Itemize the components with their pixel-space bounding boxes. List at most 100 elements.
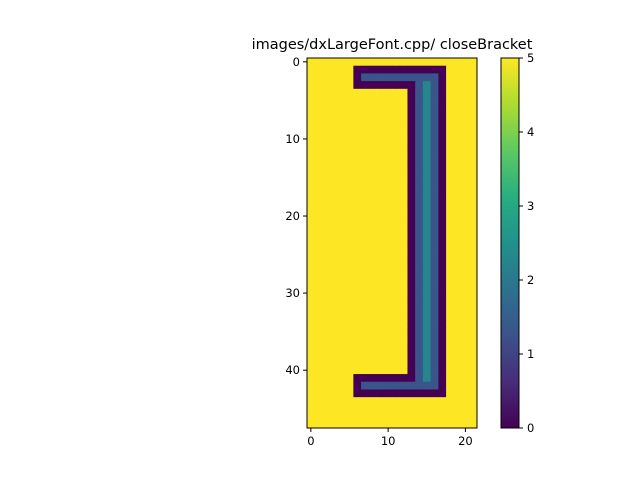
- heatmap-cell: [422, 258, 432, 267]
- heatmap-cell: [407, 335, 416, 344]
- heatmap-cell: [392, 335, 401, 344]
- heatmap-cell: [415, 150, 424, 159]
- heatmap-cell: [384, 266, 393, 275]
- heatmap-cell: [469, 158, 478, 167]
- heatmap-cell: [461, 73, 470, 82]
- heatmap-cell: [376, 135, 385, 144]
- heatmap-cell: [399, 243, 408, 252]
- heatmap-cell: [353, 104, 362, 113]
- heatmap-cell: [361, 350, 370, 360]
- heatmap-cell: [446, 88, 455, 97]
- heatmap-cell: [399, 258, 408, 267]
- heatmap-cell: [376, 266, 385, 275]
- heatmap-cell: [368, 243, 377, 252]
- heatmap-cell: [461, 266, 470, 275]
- heatmap-cell: [368, 312, 377, 321]
- heatmap-cell: [392, 320, 401, 329]
- heatmap-cell: [307, 296, 316, 306]
- heatmap-cell: [368, 142, 377, 151]
- heatmap-cell: [430, 96, 439, 105]
- heatmap-cell: [461, 189, 470, 198]
- heatmap-cell: [330, 258, 339, 267]
- heatmap-cell: [407, 374, 416, 383]
- heatmap-cell: [399, 235, 408, 244]
- heatmap-cell: [353, 350, 362, 360]
- heatmap-cell: [438, 243, 447, 252]
- heatmap-cell: [307, 258, 316, 267]
- heatmap-cell: [415, 389, 424, 398]
- heatmap-cell: [337, 204, 347, 213]
- heatmap-cell: [337, 304, 347, 313]
- heatmap-cell: [407, 343, 416, 352]
- heatmap-cell: [376, 227, 385, 236]
- heatmap-cell: [353, 181, 362, 190]
- heatmap-cell: [368, 389, 377, 398]
- heatmap-cell: [453, 227, 462, 236]
- heatmap-cell: [376, 335, 385, 344]
- y-axis: 0 10 20 30 40: [285, 55, 307, 377]
- heatmap-cell: [453, 420, 462, 429]
- heatmap-cell: [430, 273, 439, 282]
- heatmap-cells: [307, 58, 478, 429]
- heatmap-cell: [376, 312, 385, 321]
- heatmap-cell: [438, 258, 447, 267]
- heatmap-cell: [399, 250, 408, 259]
- heatmap-cell: [407, 150, 416, 159]
- heatmap-cell: [407, 96, 416, 105]
- heatmap-cell: [353, 296, 362, 306]
- heatmap-cell: [322, 235, 331, 244]
- heatmap-cell: [453, 119, 462, 128]
- heatmap-cell: [422, 358, 432, 367]
- heatmap-cell: [407, 104, 416, 113]
- heatmap-cell: [415, 374, 424, 383]
- heatmap-cell: [330, 389, 339, 398]
- heatmap-cell: [446, 227, 455, 236]
- heatmap-cell: [353, 397, 362, 406]
- heatmap-cell: [392, 81, 401, 90]
- heatmap-cell: [422, 420, 432, 429]
- heatmap-cell: [345, 235, 354, 244]
- heatmap-cell: [314, 358, 323, 367]
- heatmap-cell: [453, 127, 462, 136]
- heatmap-cell: [361, 389, 370, 398]
- heatmap-cell: [453, 296, 462, 306]
- heatmap-cell: [307, 150, 316, 159]
- heatmap-cell: [376, 96, 385, 105]
- heatmap-cell: [453, 189, 462, 198]
- heatmap-cell: [446, 243, 455, 252]
- heatmap-cell: [446, 96, 455, 105]
- heatmap-cell: [430, 65, 439, 74]
- heatmap-cell: [345, 227, 354, 236]
- heatmap-cell: [392, 343, 401, 352]
- heatmap-cell: [469, 350, 478, 360]
- heatmap-cell: [337, 389, 347, 398]
- heatmap-cell: [330, 350, 339, 360]
- heatmap-cell: [337, 165, 347, 175]
- heatmap-cell: [438, 343, 447, 352]
- heatmap-cell: [461, 88, 470, 97]
- heatmap-cell: [376, 235, 385, 244]
- heatmap-cell: [461, 281, 470, 290]
- heatmap-cell: [384, 289, 393, 298]
- heatmap-cell: [469, 320, 478, 329]
- heatmap-cell: [446, 235, 455, 244]
- heatmap-cell: [407, 420, 416, 429]
- heatmap-cell: [330, 281, 339, 290]
- heatmap-cell: [368, 96, 377, 105]
- heatmap-cell: [469, 389, 478, 398]
- heatmap-cell: [307, 58, 316, 67]
- heatmap-cell: [407, 173, 416, 182]
- heatmap-cell: [307, 397, 316, 406]
- heatmap-cell: [415, 412, 424, 421]
- heatmap-cell: [384, 350, 393, 360]
- heatmap-cell: [446, 111, 455, 121]
- heatmap-cell: [314, 158, 323, 167]
- heatmap-cell: [453, 320, 462, 329]
- heatmap-cell: [430, 73, 439, 82]
- heatmap-cell: [407, 304, 416, 313]
- heatmap-cell: [392, 111, 401, 121]
- heatmap-cell: [307, 181, 316, 190]
- heatmap-cell: [384, 165, 393, 175]
- heatmap-cell: [361, 65, 370, 74]
- heatmap-cell: [453, 404, 462, 413]
